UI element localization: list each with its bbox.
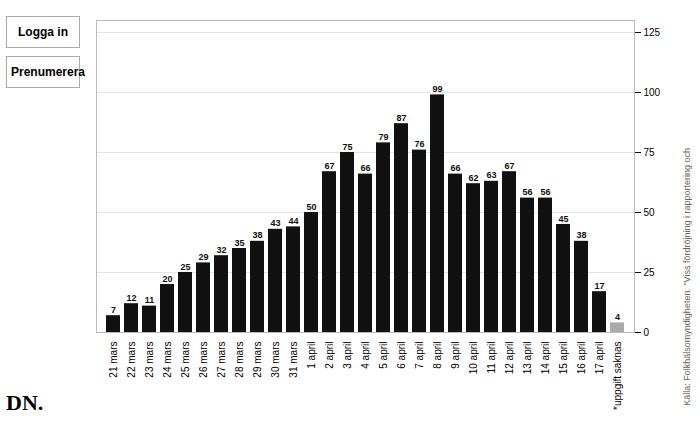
svg-text:5 april: 5 april (378, 342, 389, 369)
html-text:Prenumerera: Prenumerera (11, 65, 85, 79)
svg-text:75: 75 (342, 142, 352, 152)
svg-text:0: 0 (644, 327, 650, 338)
svg-text:125: 125 (644, 27, 661, 38)
svg-text:56: 56 (522, 187, 532, 197)
html-text:DN.: DN. (6, 390, 44, 415)
svg-text:25 mars: 25 mars (180, 342, 191, 378)
svg-text:14 april: 14 april (540, 342, 551, 375)
svg-text:62: 62 (468, 173, 478, 183)
svg-text:24 mars: 24 mars (162, 342, 173, 378)
svg-text:13 april: 13 april (522, 342, 533, 375)
svg-text:44: 44 (288, 216, 298, 226)
svg-text:43: 43 (270, 218, 280, 228)
svg-text:6 april: 6 april (396, 342, 407, 369)
svg-text:31 mars: 31 mars (288, 342, 299, 378)
svg-text:26 mars: 26 mars (198, 342, 209, 378)
svg-text:21 mars: 21 mars (108, 342, 119, 378)
svg-text:4 april: 4 april (360, 342, 371, 369)
svg-text:67: 67 (324, 161, 334, 171)
svg-text:12 april: 12 april (504, 342, 515, 375)
svg-text:38: 38 (252, 230, 262, 240)
svg-text:66: 66 (360, 163, 370, 173)
svg-text:11: 11 (145, 295, 155, 305)
svg-text:29: 29 (198, 252, 208, 262)
svg-text:20: 20 (162, 274, 172, 284)
svg-text:76: 76 (414, 139, 424, 149)
svg-text:7 april: 7 april (414, 342, 425, 369)
svg-text:25: 25 (180, 262, 190, 272)
svg-text:10 april: 10 april (468, 342, 479, 375)
svg-text:38: 38 (576, 230, 586, 240)
svg-text:30 mars: 30 mars (270, 342, 281, 378)
svg-text:32: 32 (216, 245, 226, 255)
svg-text:12: 12 (126, 293, 136, 303)
svg-text:50: 50 (306, 202, 316, 212)
svg-text:25: 25 (644, 267, 656, 278)
svg-text:3 april: 3 april (342, 342, 353, 369)
svg-text:17: 17 (594, 281, 604, 291)
svg-text:99: 99 (432, 84, 442, 94)
svg-text:11 april: 11 april (486, 342, 497, 374)
svg-text:22 mars: 22 mars (126, 342, 137, 378)
html-text:Logga in: Logga in (18, 25, 68, 39)
svg-text:*uppgift saknas: *uppgift saknas (612, 342, 623, 410)
svg-text:66: 66 (450, 163, 460, 173)
svg-text:75: 75 (644, 147, 656, 158)
svg-text:27 mars: 27 mars (216, 342, 227, 378)
svg-text:8 april: 8 april (432, 342, 443, 369)
svg-text:29 mars: 29 mars (252, 342, 263, 378)
svg-text:1 april: 1 april (306, 342, 317, 369)
svg-text:23 mars: 23 mars (144, 342, 155, 378)
svg-text:28 mars: 28 mars (234, 342, 245, 378)
svg-text:100: 100 (644, 87, 661, 98)
svg-text:87: 87 (396, 113, 406, 123)
svg-text:17 april: 17 april (594, 342, 605, 375)
svg-text:15 april: 15 april (558, 342, 569, 375)
svg-text:35: 35 (234, 238, 244, 248)
svg-text:9 april: 9 april (450, 342, 461, 369)
svg-text:67: 67 (504, 161, 514, 171)
svg-text:7: 7 (111, 305, 116, 315)
html-text:Källa: Folkhälsomyndigheten. ": Källa: Folkhälsomyndigheten. "Viss fördr… (682, 148, 692, 406)
svg-text:45: 45 (558, 214, 568, 224)
svg-text:63: 63 (486, 170, 496, 180)
svg-text:16 april: 16 april (576, 342, 587, 375)
svg-text:79: 79 (378, 132, 388, 142)
svg-text:2 april: 2 april (324, 342, 335, 369)
svg-text:56: 56 (540, 187, 550, 197)
svg-text:4: 4 (615, 312, 620, 322)
svg-text:50: 50 (644, 207, 656, 218)
